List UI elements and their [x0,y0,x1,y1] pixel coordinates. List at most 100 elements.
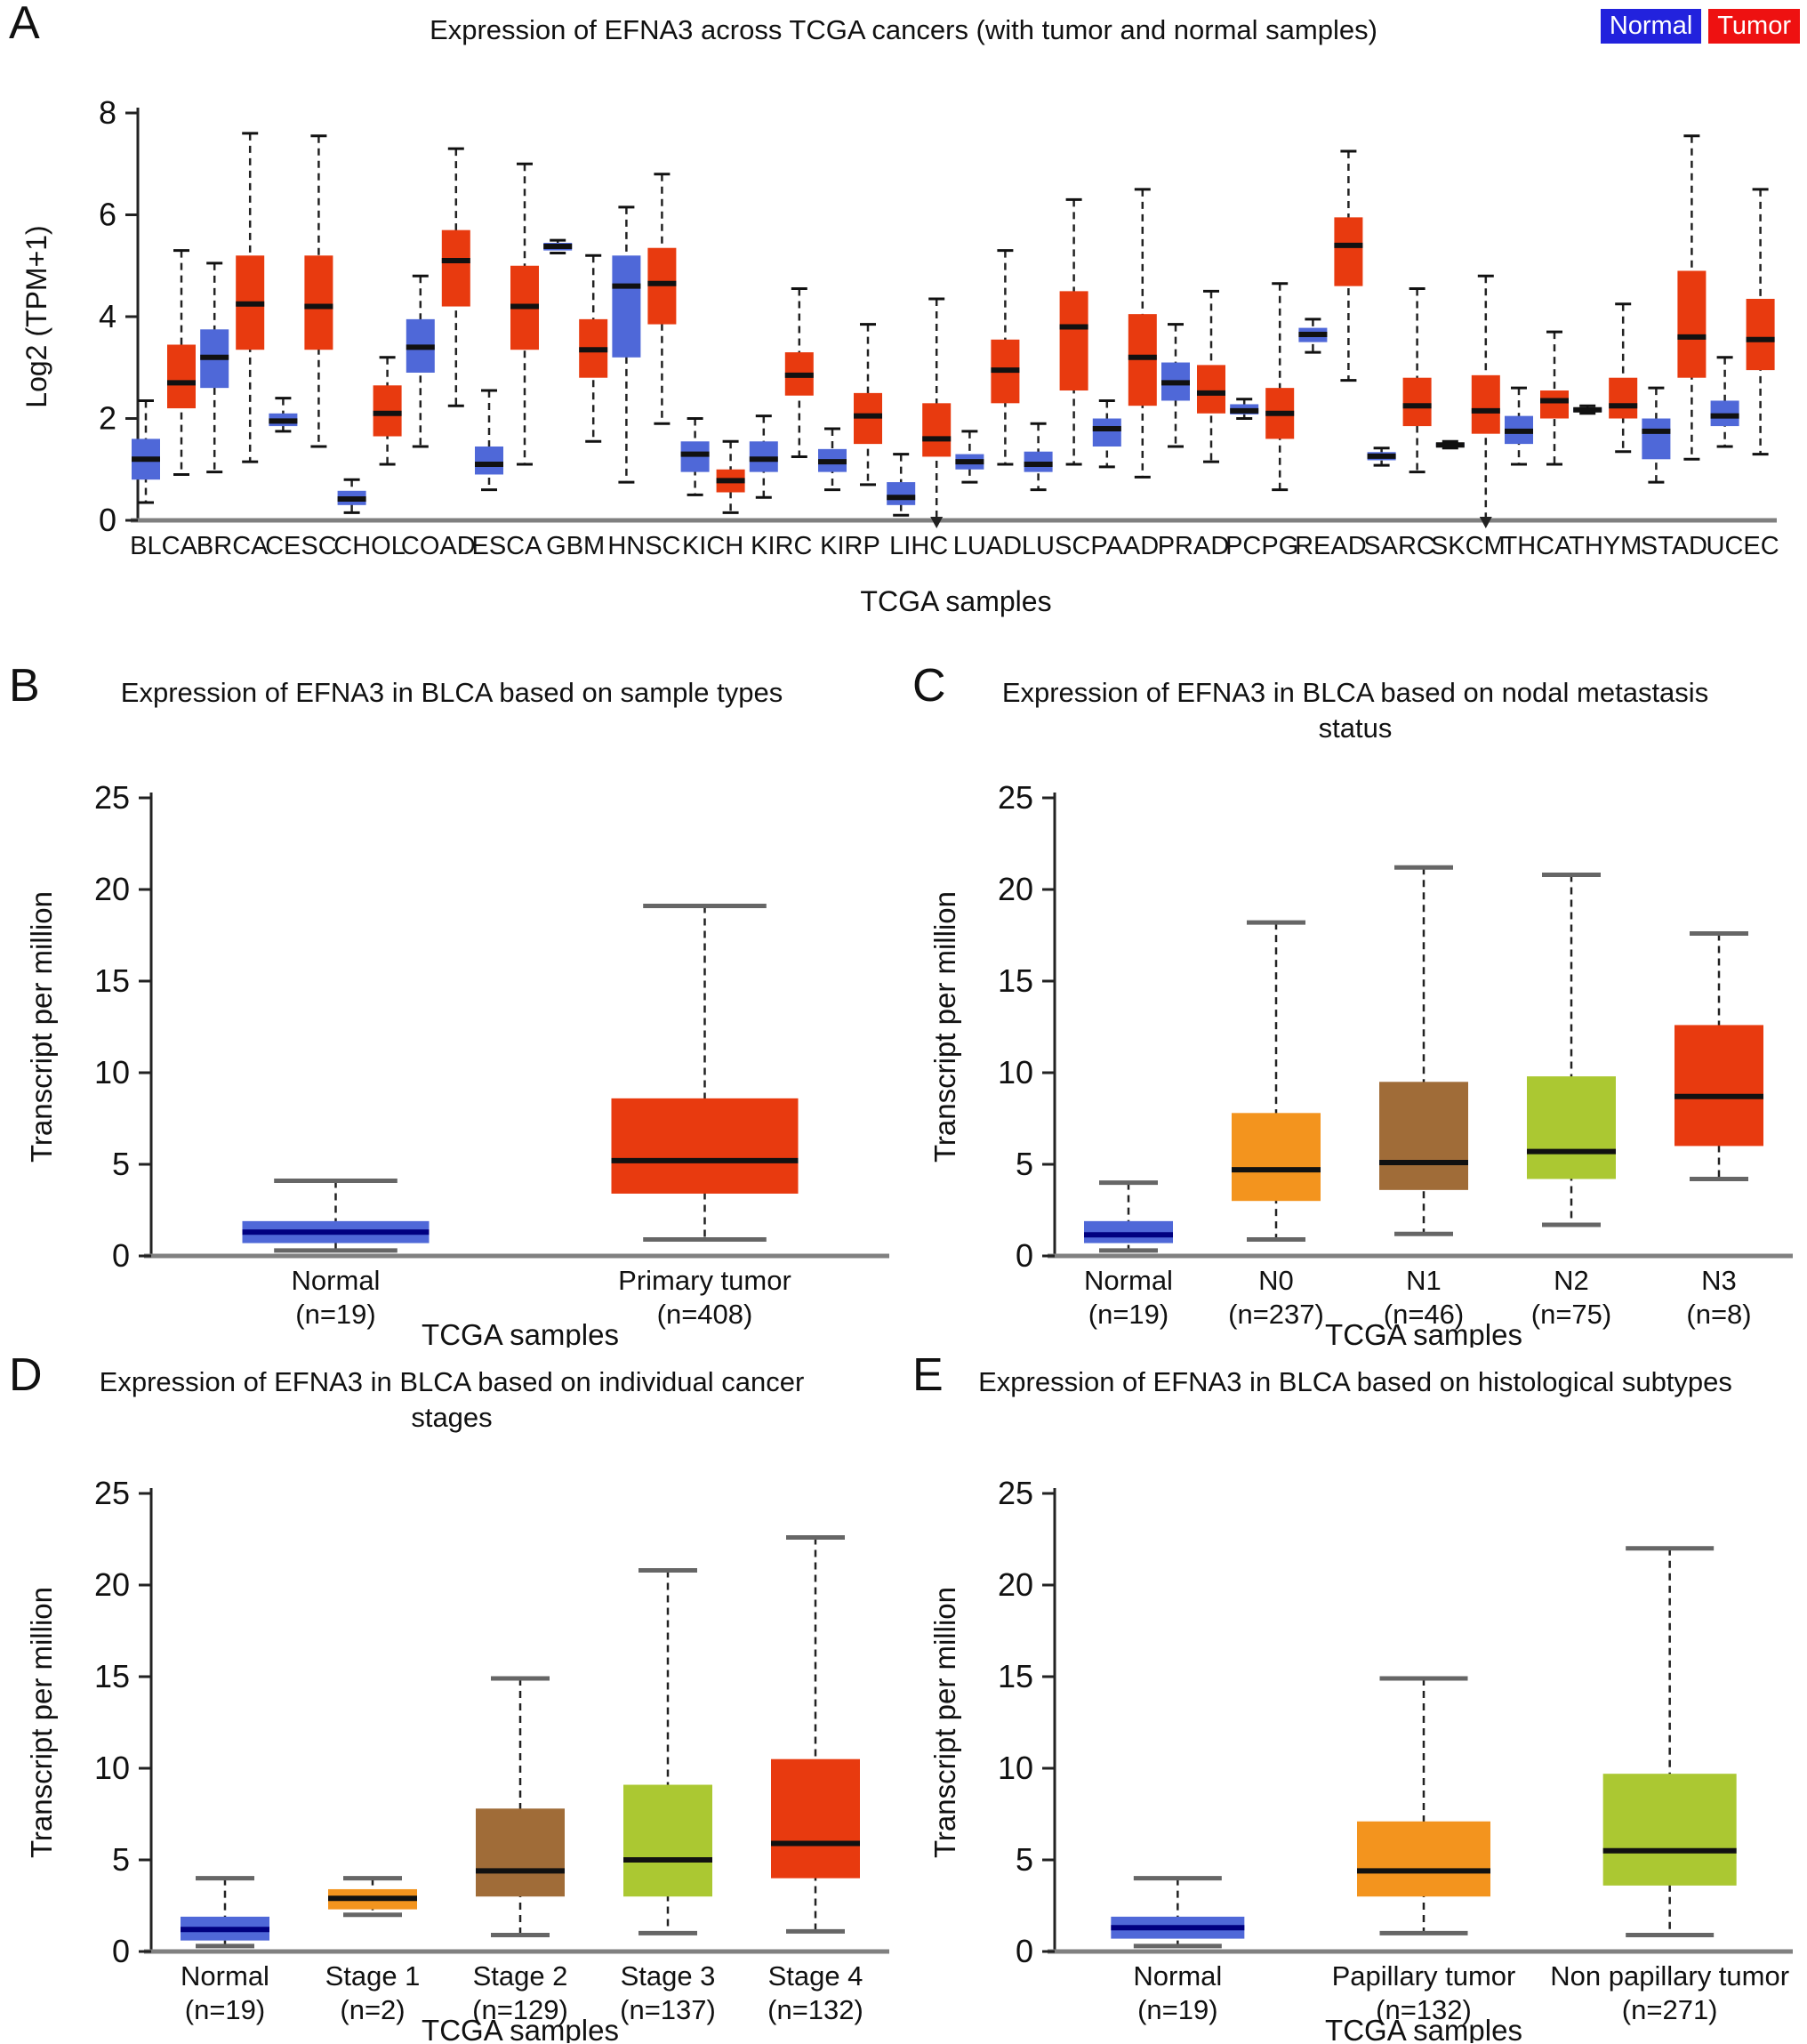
svg-text:BRCA: BRCA [197,532,269,560]
panel-c-chart: 0 5 10 15 20 25 Transcript per million TCGA sam… [928,779,1793,1348]
svg-text:(n=46): (n=46) [1384,1299,1464,1330]
panel-e-letter: E [912,1349,944,1401]
svg-text:20: 20 [94,871,130,907]
svg-text:KIRC: KIRC [751,532,812,560]
svg-text:Transcript per million: Transcript per million [25,891,58,1163]
svg-text:25: 25 [998,1475,1033,1511]
svg-text:BLCA: BLCA [130,532,197,560]
svg-text:Transcript per million: Transcript per million [25,1587,58,1858]
panel-b-letter: B [9,660,40,712]
svg-text:15: 15 [998,1658,1033,1694]
svg-text:Normal: Normal [292,1265,381,1296]
svg-text:0: 0 [1016,1933,1033,1969]
svg-text:LIHC: LIHC [889,532,948,560]
svg-text:15: 15 [998,962,1033,999]
svg-text:HNSC: HNSC [607,532,680,560]
svg-text:Primary tumor: Primary tumor [618,1265,791,1296]
svg-text:GBM: GBM [546,532,605,560]
panel-a-title-text: Expression of EFNA3 across TCGA cancers … [430,14,1377,45]
svg-text:(n=271): (n=271) [1622,1994,1718,2025]
panel-c-letter: C [912,660,946,712]
svg-text:N2: N2 [1554,1265,1589,1296]
svg-text:TCGA samples: TCGA samples [1325,1318,1522,1348]
svg-text:(n=19): (n=19) [185,1994,265,2025]
svg-text:10: 10 [998,1750,1033,1786]
svg-text:N0: N0 [1258,1265,1294,1296]
svg-text:(n=237): (n=237) [1228,1299,1324,1330]
svg-text:4: 4 [99,298,116,334]
panel-b-chart: 0 5 10 15 20 25 Transcript per million TCGA sam… [25,779,889,1348]
panel-a-chart: 0 2 4 6 8 Log2 (TPM+1) TCGA samples BLCA BRCACES… [20,94,1779,617]
panel-b: B Expression of EFNA3 in BLCA based on s… [0,663,904,1352]
svg-text:TCGA samples: TCGA samples [422,1318,619,1348]
svg-text:0: 0 [112,1933,130,1969]
svg-text:PCPG: PCPG [1225,532,1298,560]
svg-text:READ: READ [1295,532,1367,560]
svg-text:THYM: THYM [1569,532,1642,560]
svg-text:25: 25 [94,779,130,816]
panel-d: D Expression of EFNA3 in BLCA based on i… [0,1352,904,2044]
panel-e-title-text: Expression of EFNA3 in BLCA based on his… [978,1366,1732,1397]
svg-text:(n=408): (n=408) [657,1299,753,1330]
svg-text:Stage 3: Stage 3 [621,1960,716,1992]
svg-text:Log2 (TPM+1): Log2 (TPM+1) [20,225,52,407]
svg-text:15: 15 [94,962,130,999]
svg-text:STAD: STAD [1641,532,1707,560]
panel-c-title: Expression of EFNA3 in BLCA based on nod… [904,675,1807,747]
svg-text:(n=132): (n=132) [767,1994,863,2025]
legend: Normal Tumor [1600,9,1800,44]
svg-text:PRAD: PRAD [1158,532,1230,560]
legend-chip-normal: Normal [1600,9,1702,44]
svg-text:10: 10 [998,1054,1033,1090]
svg-text:LUSC: LUSC [1022,532,1090,560]
svg-text:Stage 1: Stage 1 [325,1960,421,1992]
svg-text:Stage 2: Stage 2 [473,1960,568,1992]
svg-text:5: 5 [112,1146,130,1182]
svg-text:TCGA samples: TCGA samples [1325,2014,1522,2043]
svg-text:6: 6 [99,197,116,233]
svg-text:CHOL: CHOL [333,532,406,560]
panel-e-chart: 0 5 10 15 20 25 Transcript per million TCGA sam… [928,1475,1793,2043]
svg-text:(n=2): (n=2) [340,1994,405,2025]
svg-text:Non papillary tumor: Non papillary tumor [1550,1960,1789,1992]
svg-text:CESC: CESC [265,532,337,560]
svg-text:5: 5 [1016,1841,1033,1878]
panel-c: C Expression of EFNA3 in BLCA based on n… [904,663,1807,1352]
panel-a: A Expression of EFNA3 across TCGA cancer… [0,0,1807,663]
legend-chip-tumor: Tumor [1708,9,1800,44]
svg-text:TCGA samples: TCGA samples [860,585,1051,617]
svg-text:Normal: Normal [181,1960,269,1992]
svg-text:2: 2 [99,400,116,437]
panel-d-title: Expression of EFNA3 in BLCA based on ind… [0,1364,904,1436]
svg-text:Stage 4: Stage 4 [768,1960,863,1992]
svg-text:(n=129): (n=129) [472,1994,568,2025]
svg-text:(n=19): (n=19) [1137,1994,1217,2025]
svg-text:KICH: KICH [682,532,743,560]
svg-text:0: 0 [1016,1237,1033,1274]
svg-text:PAAD: PAAD [1090,532,1159,560]
svg-text:SKCM: SKCM [1431,532,1506,560]
svg-text:Transcript per million: Transcript per million [928,1587,961,1858]
svg-text:(n=75): (n=75) [1531,1299,1611,1330]
panel-b-title: Expression of EFNA3 in BLCA based on sam… [0,675,904,711]
svg-text:COAD: COAD [401,532,476,560]
svg-text:Normal: Normal [1084,1265,1173,1296]
svg-text:THCA: THCA [1502,532,1573,560]
svg-text:5: 5 [1016,1146,1033,1182]
svg-text:N3: N3 [1701,1265,1737,1296]
svg-text:TCGA samples: TCGA samples [422,2014,619,2043]
svg-text:20: 20 [998,1566,1033,1603]
svg-text:(n=132): (n=132) [1376,1994,1472,2025]
svg-text:20: 20 [94,1566,130,1603]
svg-text:Papillary tumor: Papillary tumor [1332,1960,1516,1992]
svg-text:(n=19): (n=19) [1088,1299,1169,1330]
svg-text:(n=137): (n=137) [620,1994,716,2025]
svg-text:20: 20 [998,871,1033,907]
svg-text:LUAD: LUAD [953,532,1022,560]
svg-text:N1: N1 [1406,1265,1442,1296]
svg-text:(n=8): (n=8) [1686,1299,1751,1330]
svg-text:10: 10 [94,1750,130,1786]
svg-text:0: 0 [99,502,116,538]
svg-text:0: 0 [112,1237,130,1274]
